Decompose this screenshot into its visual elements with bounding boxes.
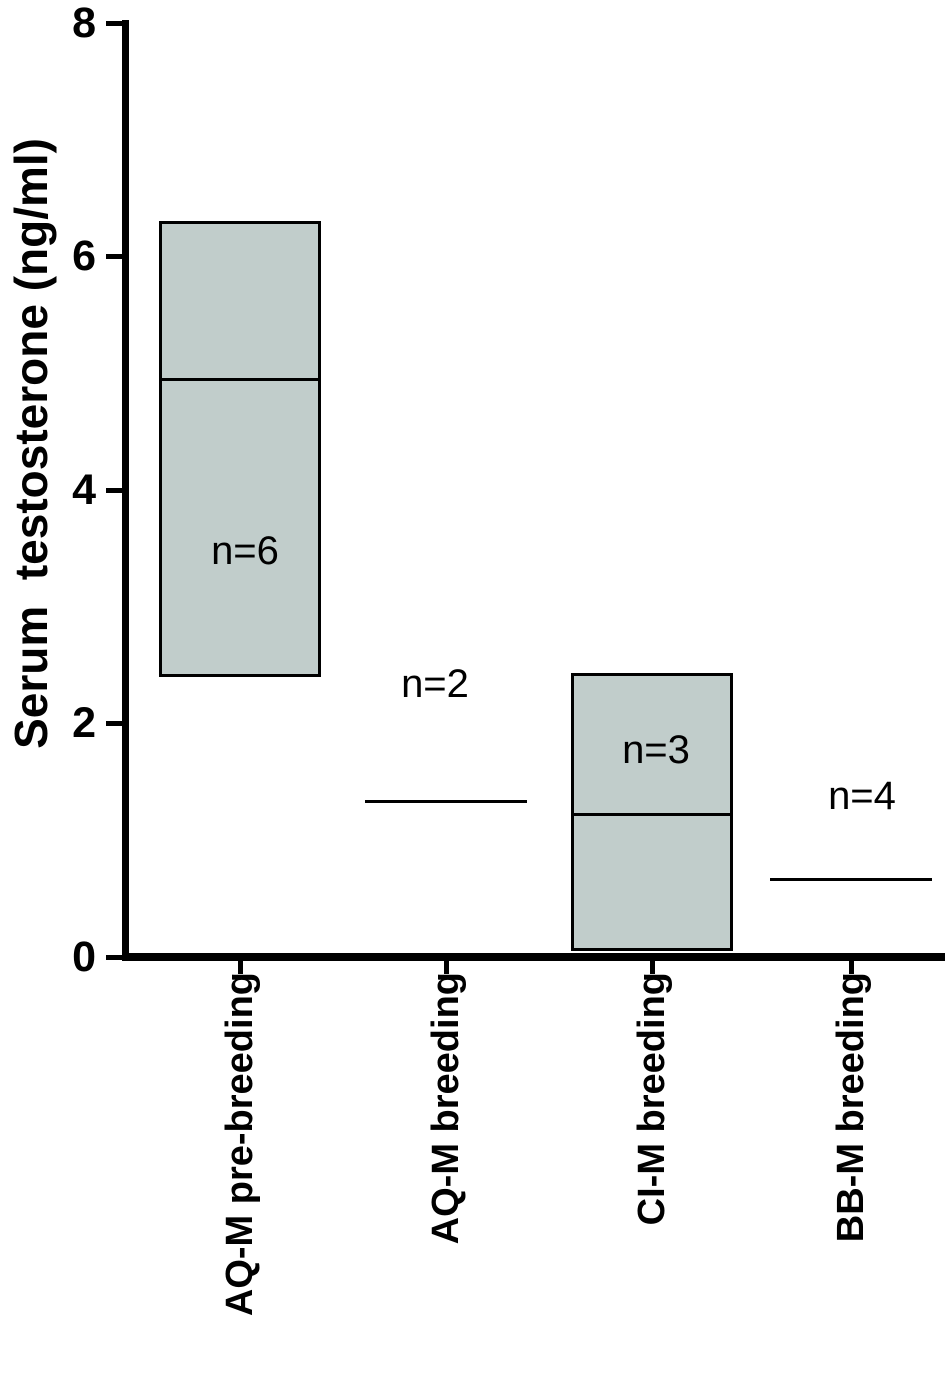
x-axis-line	[122, 953, 945, 961]
x-axis-tick	[443, 961, 449, 974]
y-tick-label: 4	[72, 465, 96, 514]
x-category-label: BB-M breeding	[830, 972, 872, 1243]
y-tick-label: 2	[72, 699, 96, 747]
x-category-label: AQ-M breeding	[425, 972, 467, 1245]
x-category-label: AQ-M pre-breeding	[219, 972, 261, 1317]
n-count-label: n=2	[401, 662, 469, 706]
x-category-label: CI-M breeding	[631, 972, 673, 1226]
n-count-label: n=4	[828, 774, 896, 818]
x-axis-tick	[649, 961, 655, 974]
y-axis-tick	[106, 721, 122, 726]
group-mean-line	[770, 878, 932, 882]
x-axis-tick	[848, 961, 854, 974]
y-axis-tick	[106, 254, 122, 259]
n-count-label: n=3	[622, 728, 690, 772]
y-axis-tick	[106, 487, 122, 493]
y-axis-line	[122, 20, 129, 961]
y-tick-label: 6	[72, 232, 96, 280]
range-box	[159, 221, 321, 677]
y-tick-label: 0	[72, 932, 96, 981]
median-line	[571, 813, 733, 817]
median-line	[159, 377, 321, 381]
n-count-label: n=6	[211, 529, 279, 573]
y-axis-title: Serum testosterone (ng/ml)	[5, 138, 57, 749]
y-axis-tick	[106, 20, 122, 26]
group-mean-line	[365, 800, 527, 804]
y-tick-label: 8	[72, 0, 96, 47]
x-axis-tick	[237, 961, 243, 974]
range-box	[571, 673, 733, 952]
y-axis-tick	[106, 954, 122, 960]
